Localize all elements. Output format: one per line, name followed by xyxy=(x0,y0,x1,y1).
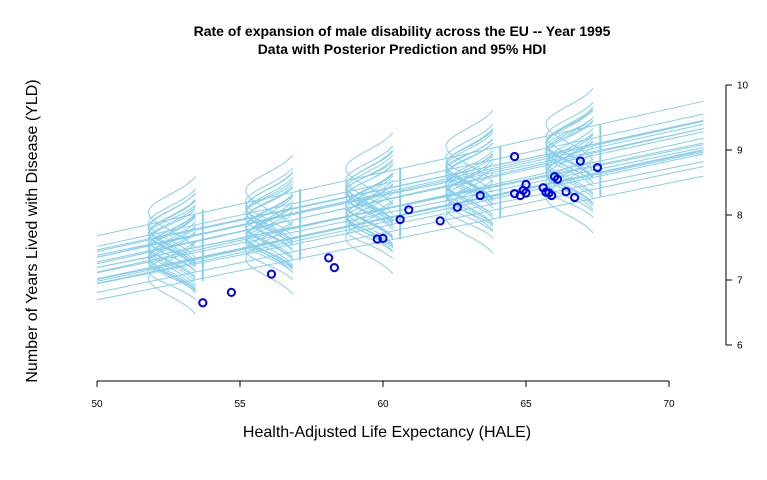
hdi-curve xyxy=(345,145,394,215)
hdi-curve xyxy=(545,134,594,204)
hdi-curve xyxy=(345,189,394,249)
data-points xyxy=(198,151,603,308)
data-point xyxy=(521,179,531,190)
x-axis-ticks: 50 55 60 65 70 xyxy=(91,381,675,410)
hdi-curve xyxy=(445,162,494,225)
hdi-curve xyxy=(345,172,394,238)
hdi-curve xyxy=(545,140,594,204)
hdi-curve xyxy=(147,192,196,265)
hdi-curve xyxy=(445,142,494,206)
hdi-curve xyxy=(445,110,494,183)
hdi-curve xyxy=(245,171,294,244)
data-point xyxy=(404,205,414,215)
x-tick-label: 70 xyxy=(663,399,675,410)
hdi-curve xyxy=(545,117,594,177)
hdi-curve xyxy=(445,132,494,202)
hdi-curve xyxy=(545,121,594,187)
hdi-curve xyxy=(345,149,394,223)
x-tick-label: 50 xyxy=(91,399,103,410)
hdi-curve xyxy=(147,215,196,282)
hdi-curve xyxy=(345,175,394,245)
data-point xyxy=(575,156,585,166)
hdi-curve xyxy=(445,123,494,193)
hdi-curve xyxy=(245,210,294,270)
chart-subtitle: Data with Posterior Prediction and 95% H… xyxy=(258,41,547,57)
hdi-curve xyxy=(545,161,594,234)
hdi-curve xyxy=(245,196,294,266)
hdi-curve xyxy=(147,176,196,249)
hdi-curve xyxy=(147,188,196,258)
hdi-curve xyxy=(245,194,294,261)
y-tick-label: 7 xyxy=(737,276,743,287)
x-tick-label: 55 xyxy=(234,399,246,410)
data-point xyxy=(592,162,603,173)
data-point xyxy=(395,214,405,225)
hdi-curve xyxy=(245,177,294,247)
hdi-curve xyxy=(147,214,196,278)
data-point xyxy=(552,174,563,184)
x-axis-label: Health-Adjusted Life Expectancy (HALE) xyxy=(243,424,531,441)
y-tick-label: 10 xyxy=(737,81,749,92)
hdi-curve xyxy=(545,109,594,179)
data-point xyxy=(324,253,334,263)
hdi-curve xyxy=(245,167,294,237)
data-point xyxy=(198,298,208,308)
hdi-curve xyxy=(445,172,494,233)
x-tick-label: 60 xyxy=(377,399,389,410)
hdi-curve xyxy=(445,155,494,224)
hdi-curve xyxy=(545,128,594,194)
data-point xyxy=(547,190,557,201)
data-point xyxy=(226,287,237,297)
data-point xyxy=(329,263,339,273)
hdi-curve xyxy=(345,132,394,205)
hdi-curve xyxy=(445,167,494,227)
hdi-curve xyxy=(245,206,294,269)
hdi-curve xyxy=(245,154,294,227)
hdi-curve xyxy=(147,227,196,290)
hdi-curve xyxy=(147,198,196,268)
y-tick-label: 8 xyxy=(737,211,743,222)
y-tick-label: 6 xyxy=(737,341,743,352)
hdi-curve xyxy=(345,154,394,224)
data-point xyxy=(475,190,485,201)
x-tick-label: 65 xyxy=(520,399,532,410)
hdi-curve xyxy=(545,120,594,183)
hdi-curves xyxy=(147,88,602,315)
hdi-curve xyxy=(445,150,494,216)
hdi-curve xyxy=(245,213,294,273)
hdi-curve xyxy=(147,240,196,301)
hdi-curve xyxy=(345,164,394,228)
hdi-curve xyxy=(147,231,196,291)
hdi-curve xyxy=(147,216,196,286)
data-point xyxy=(521,188,531,198)
y-axis-label: Number of Years Lived with Disease (YLD) xyxy=(24,79,41,382)
data-point xyxy=(570,192,580,203)
hdi-curve xyxy=(245,187,294,250)
data-point xyxy=(372,234,382,244)
chart-title: Rate of expansion of male disability acr… xyxy=(194,23,611,39)
hdi-curve xyxy=(245,220,294,280)
hdi-curve xyxy=(147,208,196,272)
y-tick-label: 9 xyxy=(737,146,743,157)
data-point xyxy=(452,202,462,212)
hdi-curve xyxy=(545,88,594,161)
data-point xyxy=(509,151,520,162)
data-point xyxy=(435,216,445,226)
data-point xyxy=(561,187,571,197)
data-point xyxy=(378,233,388,243)
hdi-curve xyxy=(545,132,594,196)
data-point xyxy=(266,269,277,279)
y-axis-ticks: 6 7 8 9 10 xyxy=(726,81,749,352)
